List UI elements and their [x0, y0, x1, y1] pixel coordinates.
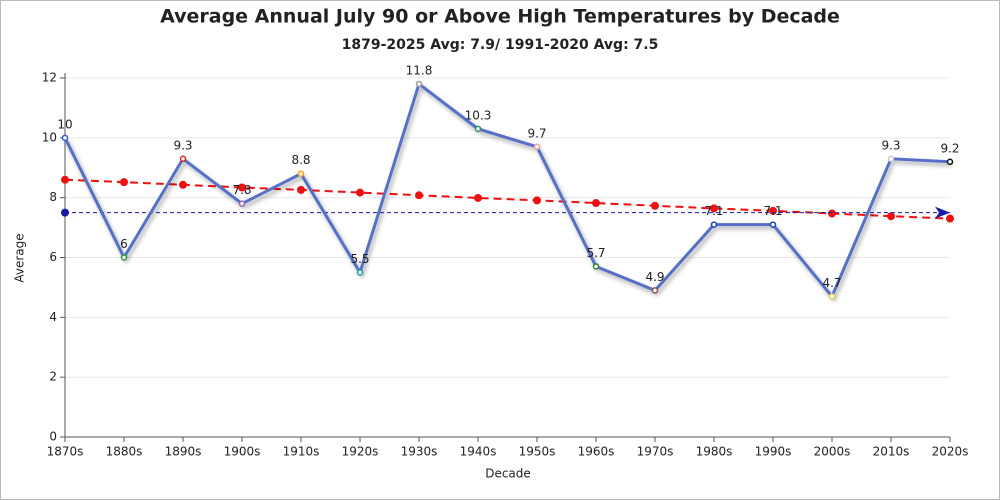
point — [710, 221, 718, 228]
x-tick-label: 1940s — [460, 445, 497, 459]
data-label: 7.1 — [763, 204, 782, 218]
data-label: 4.9 — [645, 270, 664, 284]
point — [238, 183, 246, 192]
data-label: 9.3 — [173, 138, 192, 152]
y-tick-label: 0 — [49, 430, 57, 444]
data-label: 11.8 — [406, 63, 433, 77]
data-label: 9.3 — [881, 138, 900, 152]
point — [474, 193, 482, 202]
series-line — [63, 81, 951, 300]
point — [828, 209, 836, 218]
point — [356, 188, 364, 197]
data-label: 9.7 — [527, 126, 546, 140]
data-label: 5.7 — [586, 246, 605, 260]
point — [356, 269, 364, 276]
point — [61, 134, 69, 142]
data-label: 9.2 — [940, 141, 959, 155]
x-tick-label: 1980s — [696, 445, 733, 459]
y-tick-label: 10 — [42, 130, 57, 144]
point — [769, 221, 777, 228]
y-tick-label: 6 — [49, 250, 57, 264]
point — [415, 191, 423, 200]
y-tick-label: 2 — [49, 370, 57, 384]
point — [651, 201, 659, 210]
data-label: 4.7 — [822, 276, 841, 290]
data-label: 5.5 — [350, 252, 369, 266]
point — [61, 208, 69, 217]
point — [592, 199, 600, 208]
point — [179, 155, 187, 163]
x-tick-label: 1920s — [342, 445, 379, 459]
x-tick-label: 1910s — [283, 445, 320, 459]
point — [120, 178, 128, 187]
x-tick-label: 1950s — [519, 445, 556, 459]
y-axis-label: Average — [13, 233, 27, 282]
series-line — [64, 178, 951, 220]
point — [651, 287, 659, 294]
x-tick-label: 1880s — [106, 445, 143, 459]
x-tick-label: 1930s — [401, 445, 438, 459]
point — [120, 254, 128, 261]
x-tick-label: 1990s — [755, 445, 792, 459]
x-tick-label: 1970s — [637, 445, 674, 459]
point — [61, 175, 69, 184]
point — [474, 125, 482, 133]
point — [887, 155, 895, 163]
data-label: 10 — [57, 117, 72, 131]
point — [179, 180, 187, 189]
point — [297, 170, 305, 177]
point — [592, 263, 600, 270]
point — [297, 185, 305, 194]
y-tick-label: 4 — [49, 310, 57, 324]
point — [238, 200, 246, 207]
data-label: 10.3 — [465, 108, 492, 122]
x-tick-label: 2000s — [814, 445, 851, 459]
point — [887, 212, 895, 221]
point — [828, 293, 836, 300]
data-label: 7.1 — [704, 204, 723, 218]
point — [415, 80, 423, 88]
x-tick-label: 1960s — [578, 445, 615, 459]
x-tick-label: 1900s — [224, 445, 261, 459]
y-tick-label: 12 — [42, 71, 57, 85]
x-tick-label: 1890s — [165, 445, 202, 459]
chart-subtitle: 1879-2025 Avg: 7.9/ 1991-2020 Avg: 7.5 — [342, 37, 659, 53]
chart-title: Average Annual July 90 or Above High Tem… — [160, 6, 840, 28]
x-axis-label: Decade — [485, 467, 531, 481]
x-tick-label: 1870s — [47, 445, 84, 459]
point — [533, 143, 541, 151]
y-tick-label: 8 — [49, 190, 57, 204]
point — [946, 214, 954, 223]
point — [533, 196, 541, 205]
data-label: 7.8 — [232, 183, 251, 197]
point — [946, 158, 954, 166]
point — [710, 204, 718, 213]
data-label: 8.8 — [291, 153, 310, 167]
x-tick-label: 2020s — [932, 445, 969, 459]
arrow — [935, 206, 950, 219]
x-tick-label: 2010s — [873, 445, 910, 459]
data-label: 6 — [120, 237, 128, 251]
